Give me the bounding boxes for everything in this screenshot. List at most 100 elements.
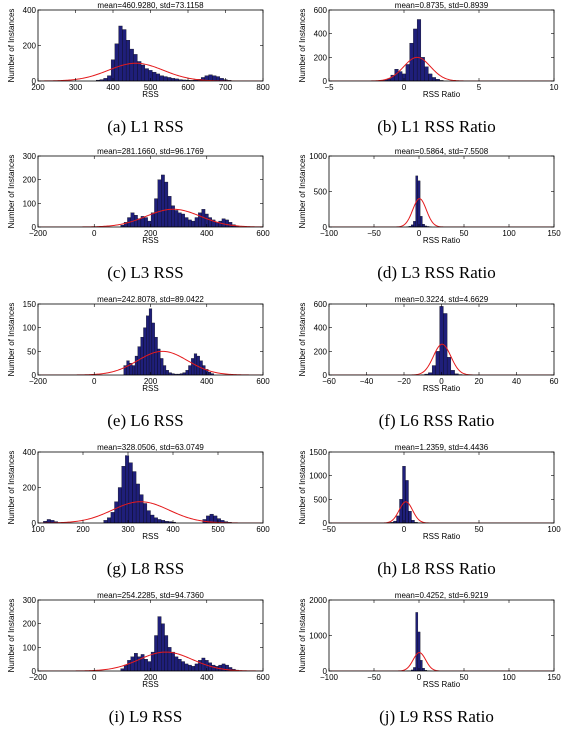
y-tick-label: 500: [314, 188, 328, 197]
chart-l1-rss-ratio: mean=0.8735, std=0.8939−5 0 5 100200400600R…: [298, 1, 559, 99]
y-tick-label: 0: [32, 667, 37, 676]
x-tick-label: −200: [29, 229, 48, 238]
x-axis-label: RSS Ratio: [423, 680, 461, 689]
histogram-bar: [416, 19, 422, 81]
x-tick-label: 200: [31, 83, 45, 92]
x-tick-label: 50: [475, 525, 484, 534]
histogram-bar: [398, 71, 403, 81]
histogram-bar: [181, 661, 185, 671]
chart-title: mean=0.8735, std=0.8939: [395, 1, 489, 10]
histogram-bar: [446, 357, 452, 375]
histogram-bar: [188, 664, 192, 671]
histogram-bar: [198, 212, 202, 227]
x-tick-label: 5: [477, 83, 482, 92]
x-tick-label: −5: [324, 83, 334, 92]
histogram-bar: [143, 327, 147, 375]
histogram-bar: [188, 365, 192, 375]
x-tick-label: 20: [475, 377, 484, 386]
y-tick-label: 500: [314, 495, 328, 504]
histogram-bar: [422, 224, 425, 227]
x-tick-label: −100: [320, 673, 339, 682]
y-tick-label: 1000: [309, 632, 327, 641]
chart-title: mean=254.2285, std=94.7360: [97, 591, 204, 600]
x-tick-label: 0: [92, 673, 97, 682]
histogram-bar: [107, 75, 112, 81]
histogram-bar: [137, 346, 141, 375]
y-axis-label: Number of Instances: [7, 599, 16, 673]
histogram-bar: [114, 43, 119, 81]
histogram-bar: [431, 77, 437, 81]
histogram-bar: [411, 520, 415, 523]
chart-title: mean=1.2359, std=4.4436: [395, 443, 489, 452]
y-tick-label: 2000: [309, 596, 327, 605]
histogram-bar: [413, 667, 416, 671]
x-tick-label: −200: [29, 377, 48, 386]
y-axis-label: Number of Instances: [298, 451, 307, 525]
histogram-bar: [125, 40, 131, 81]
chart-title: mean=460.9280, std=73.1158: [97, 1, 204, 10]
y-tick-label: 1000: [309, 152, 327, 161]
histogram-bar: [435, 351, 440, 375]
histogram-bar: [161, 623, 165, 671]
histogram-bar: [167, 77, 172, 81]
histogram-bar: [130, 656, 135, 671]
plot-area: [38, 174, 263, 227]
histogram-bar: [137, 218, 142, 227]
y-tick-label: 0: [323, 223, 328, 232]
histogram-bar: [415, 612, 419, 671]
histogram-bar: [177, 659, 182, 671]
x-tick-label: 600: [256, 525, 270, 534]
chart-title: mean=0.4252, std=6.9219: [395, 591, 489, 600]
chart-title: mean=0.5864, std=7.5508: [395, 147, 489, 156]
chart-l9-rss: mean=254.2285, std=94.7360−200 0 200 400 600…: [7, 591, 270, 689]
histogram-bar: [405, 64, 410, 81]
gaussian-fit-curve: [329, 652, 554, 671]
x-tick-label: 400: [200, 673, 214, 682]
histogram-bar: [171, 521, 176, 523]
axes-frame: [37, 155, 264, 228]
histogram-bar: [171, 651, 175, 671]
histogram-bar: [133, 54, 138, 81]
y-tick-label: 400: [314, 324, 328, 333]
histogram-bar: [408, 511, 412, 523]
axes-frame: [37, 599, 264, 672]
histogram-bar: [160, 358, 164, 375]
histogram-bar: [157, 348, 161, 375]
y-axis-label: Number of Instances: [298, 599, 307, 673]
gaussian-fit-curve: [329, 501, 554, 523]
x-tick-label: 400: [200, 377, 214, 386]
x-tick-label: −20: [397, 377, 411, 386]
histogram-bar: [161, 174, 165, 227]
plot-area: [329, 612, 554, 671]
x-axis-label: RSS Ratio: [423, 90, 461, 99]
subfigure-caption: (h) L8 RSS Ratio: [377, 559, 496, 578]
x-tick-label: 400: [200, 229, 214, 238]
x-tick-label: −50: [367, 229, 381, 238]
y-tick-label: 0: [32, 223, 37, 232]
x-tick-label: 150: [547, 229, 561, 238]
y-axis-label: Number of Instances: [7, 303, 16, 377]
x-tick-label: 500: [211, 525, 225, 534]
y-tick-label: 100: [23, 643, 37, 652]
histogram-bar: [134, 653, 138, 671]
y-axis-label: Number of Instances: [7, 9, 16, 83]
y-tick-label: 600: [314, 6, 328, 15]
histogram-bar: [121, 466, 126, 523]
x-tick-label: 0: [92, 229, 97, 238]
histogram-bar: [184, 217, 189, 227]
y-tick-label: 100: [23, 199, 37, 208]
x-tick-label: 40: [512, 377, 521, 386]
histogram-bar: [191, 220, 196, 227]
histogram-bar: [443, 313, 448, 375]
chart-l6-rss-ratio: mean=0.3224, std=4.6629−60 −40 −20 0 20 40 600…: [298, 295, 559, 393]
histogram-bar: [122, 29, 127, 81]
histogram-bar: [117, 487, 122, 523]
histogram-bar: [409, 42, 414, 81]
y-tick-label: 0: [32, 77, 37, 86]
histogram-bar: [150, 212, 155, 227]
x-tick-label: −50: [367, 673, 381, 682]
y-tick-label: 300: [23, 596, 37, 605]
histogram-bar: [157, 616, 162, 671]
y-axis-label: Number of Instances: [7, 451, 16, 525]
